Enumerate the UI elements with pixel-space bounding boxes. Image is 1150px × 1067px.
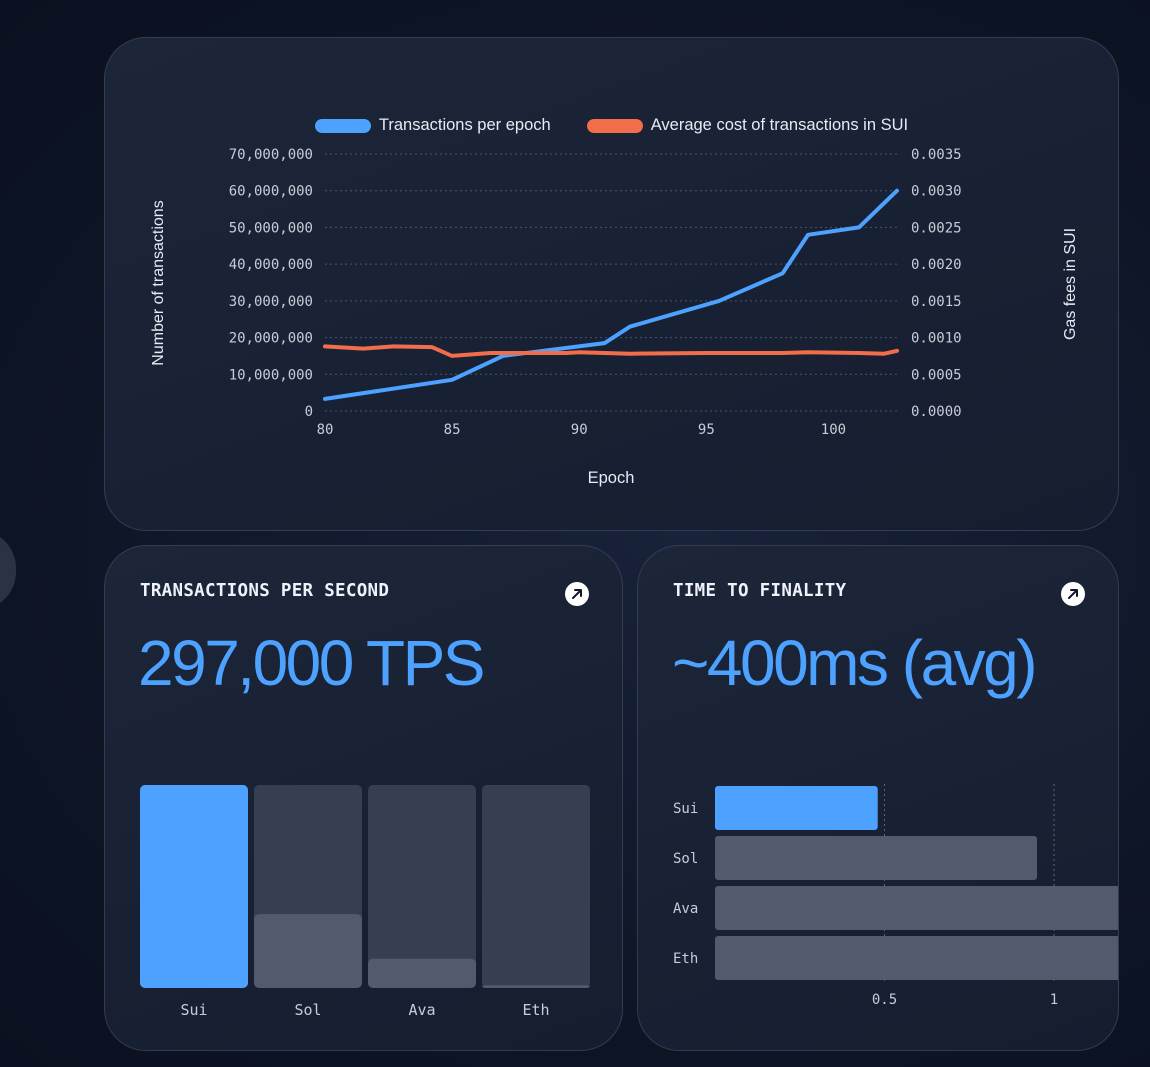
bar-label: Sui [673,801,698,817]
bar-ava [715,886,1118,930]
bar-track [368,785,476,988]
bar-label: Ava [408,1001,435,1019]
x-axis-title: Epoch [588,469,635,487]
series-line-transactions [323,188,899,401]
y-tick-label: 0 [305,404,313,420]
finality-card-title: TIME TO FINALITY [673,581,847,601]
arrow-up-right-icon [572,589,582,599]
carousel-side-handle[interactable] [0,530,16,610]
x-tick-label: 95 [698,422,715,438]
line-chart: 0 10,000,000 20,000,000 30,000,000 40,000,00… [150,147,1079,487]
finality-value: ~400ms (avg) [672,627,1038,699]
bar-label: Eth [522,1001,549,1019]
legend-label: Transactions per epoch [378,116,551,134]
x-tick-label: 100 [821,422,846,438]
chart-legend: Transactions per epoch Average cost of t… [105,116,1118,135]
finality-open-button[interactable] [1061,582,1085,606]
y2-axis-title: Gas fees in SUI [1062,228,1079,340]
x-tick-label: 1 [1050,992,1058,1008]
y2-tick-label: 0.0030 [911,184,962,200]
epoch-chart-card: Transactions per epoch Average cost of t… [104,37,1119,531]
y2-tick-label: 0.0005 [911,367,962,383]
y-tick-label: 20,000,000 [229,331,313,347]
bar-sol [254,914,362,988]
y2-tick-label: 0.0020 [911,257,962,273]
bar-label: Eth [673,951,698,967]
finality-card: TIME TO FINALITY ~400ms (avg) 0.5 1 Sui Sol… [637,545,1119,1051]
bar-label: Ava [673,901,698,917]
bar-sui [140,785,248,988]
legend-label: Average cost of transactions in SUI [650,116,909,134]
tps-bar-chart: Sui Sol Ava Eth [140,785,590,1019]
y-tick-label: 50,000,000 [229,220,313,236]
tps-value: 297,000 TPS [138,627,485,699]
legend-item-transactions[interactable]: Transactions per epoch [314,116,551,135]
tps-card-title: TRANSACTIONS PER SECOND [140,581,390,601]
y-tick-label: 10,000,000 [229,367,313,383]
bar-label: Sui [180,1001,207,1019]
legend-swatch-orange [586,118,643,133]
y-tick-label: 40,000,000 [229,257,313,273]
x-tick-label: 0.5 [872,992,897,1008]
bar-eth [715,936,1118,980]
bar-eth [482,985,590,988]
bar-ava [368,958,476,988]
y-tick-label: 60,000,000 [229,184,313,200]
x-tick-label: 80 [317,422,334,438]
x-tick-label: 90 [571,422,588,438]
series-line-gas-cost [323,344,899,358]
bar-sol [715,836,1038,880]
y2-tick-label: 0.0010 [911,331,962,347]
y2-tick-label: 0.0015 [911,294,962,310]
y2-tick-label: 0.0025 [911,220,962,236]
y2-tick-label: 0.0035 [911,147,962,163]
finality-bar-chart: 0.5 1 Sui Sol Ava Eth [673,784,1118,1008]
y-tick-label: 30,000,000 [229,294,313,310]
y2-tick-label: 0.0000 [911,404,962,420]
tps-card: TRANSACTIONS PER SECOND 297,000 TPS Sui S… [104,545,623,1051]
bar-label: Sol [673,851,698,867]
bar-label: Sol [294,1001,321,1019]
legend-swatch-blue [314,118,371,133]
legend-item-gas-cost[interactable]: Average cost of transactions in SUI [586,116,909,135]
bar-track [482,785,590,988]
bar-sui [715,786,878,830]
x-tick-label: 85 [444,422,461,438]
arrow-up-right-icon [1068,589,1078,599]
tps-open-button[interactable] [565,582,589,606]
y-tick-label: 70,000,000 [229,147,313,163]
y-axis-title: Number of transactions [150,200,167,365]
